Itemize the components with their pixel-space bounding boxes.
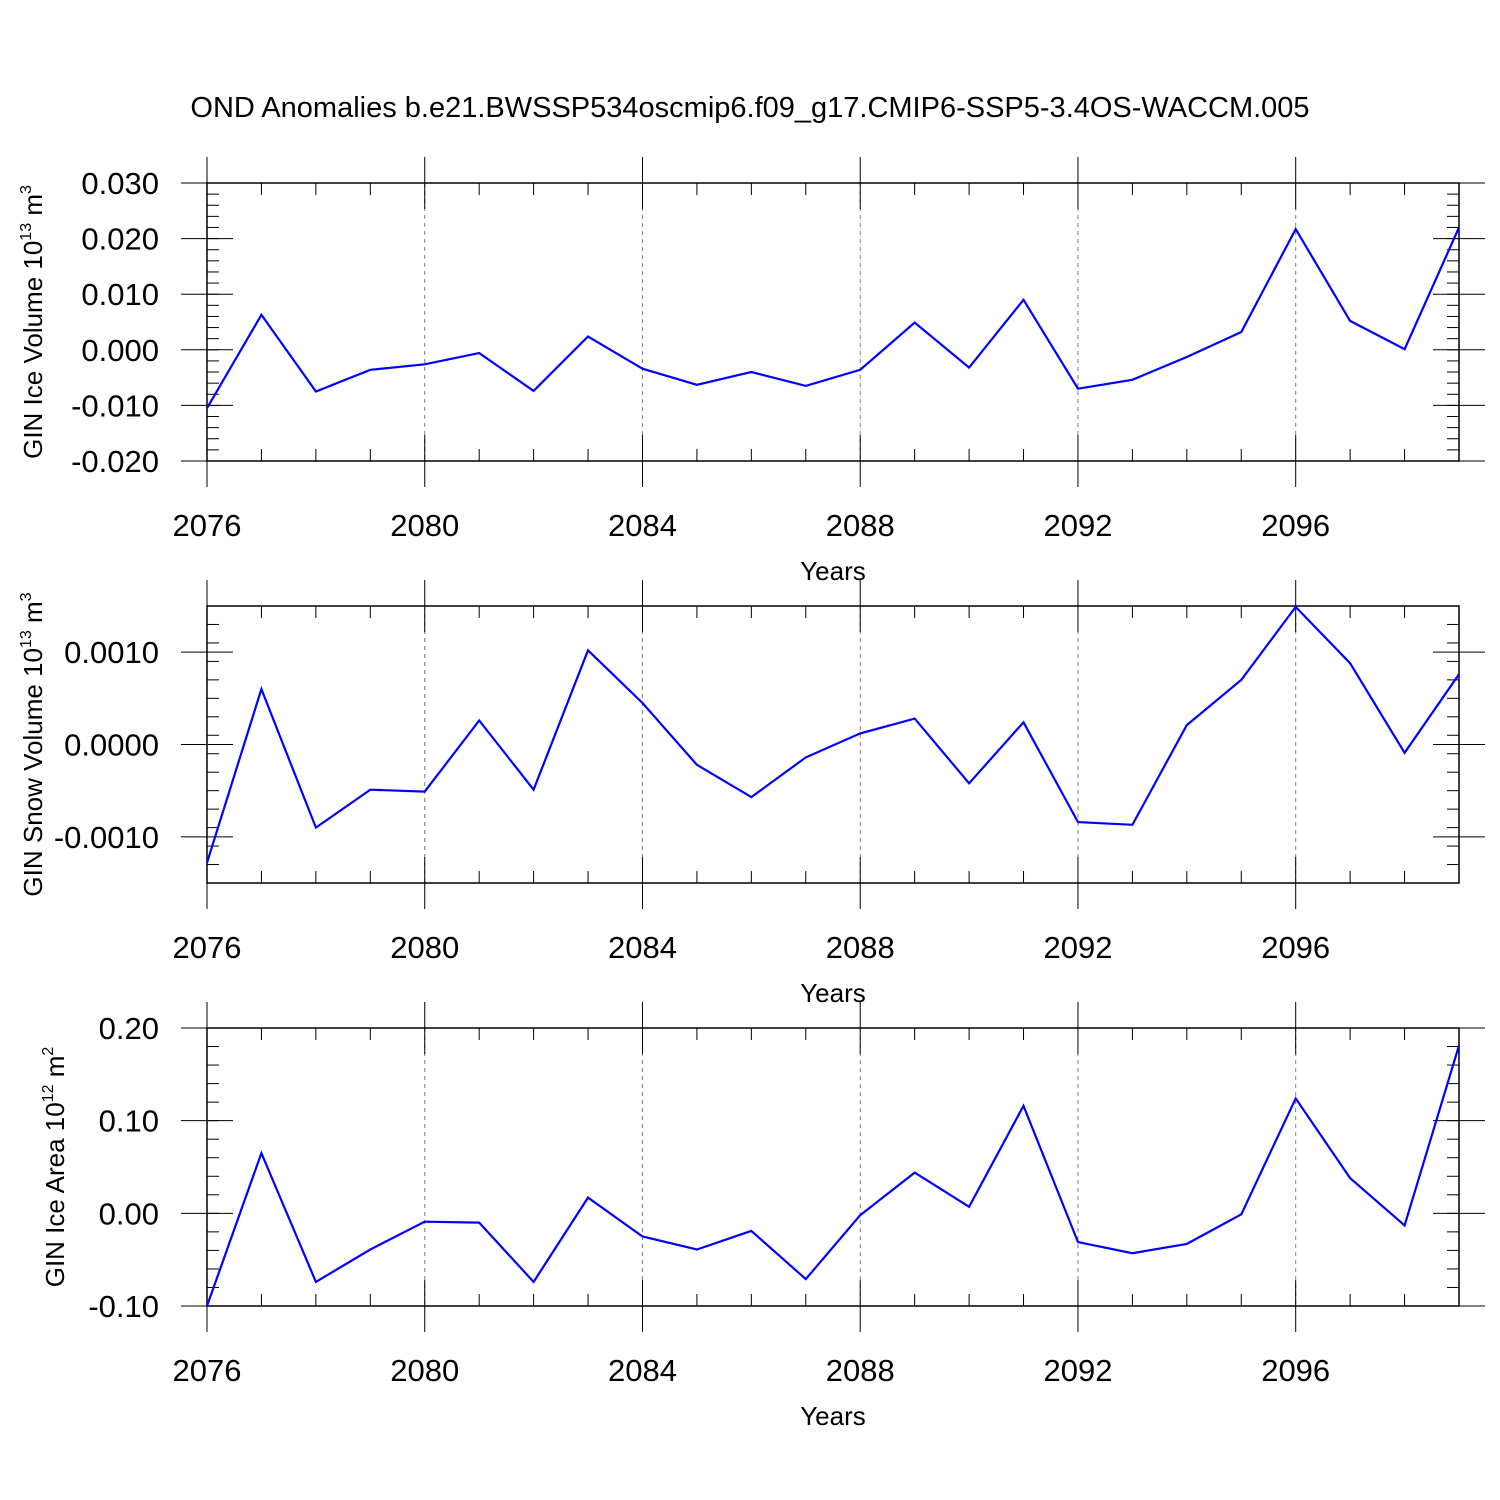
- y-axis-label-part: 12: [40, 1084, 57, 1102]
- series-line-snow-volume: [205, 605, 1460, 864]
- y-axis-label-part: m: [18, 194, 48, 223]
- y-tick-label: 0.000: [81, 333, 159, 368]
- x-axis-label: Years: [800, 978, 866, 1008]
- y-tick-label: 0.10: [99, 1104, 159, 1139]
- y-tick-label: 0.020: [81, 222, 159, 257]
- y-axis-label-part: m: [40, 1056, 70, 1085]
- y-tick-label: 0.030: [81, 166, 159, 201]
- y-tick-label: -0.10: [88, 1289, 159, 1324]
- x-tick-label: 2084: [608, 1353, 677, 1388]
- x-tick-label: 2088: [826, 930, 895, 965]
- y-axis-label: GIN Ice Area 1012 m2: [40, 1047, 70, 1288]
- y-axis-label-part: 13: [18, 630, 35, 648]
- x-tick-label: 2080: [390, 1353, 459, 1388]
- x-tick-label: 2080: [390, 930, 459, 965]
- y-axis-label-part: GIN Snow Volume 10: [18, 648, 48, 897]
- panel-ice-volume: 2076 2080 2084 2088 2092 2096 -0.020 -0.010 0.00…: [18, 157, 1485, 586]
- x-tick-label: 2080: [390, 508, 459, 543]
- panel-ice-area: 2076 2080 2084 2088 2092 2096 -0.10 0.00 0.10 0.2…: [40, 1002, 1485, 1431]
- x-tick-label: 2076: [173, 508, 242, 543]
- y-tick-label: 0.010: [81, 277, 159, 312]
- x-tick-label: 2092: [1043, 930, 1112, 965]
- series-line-ice-volume: [206, 226, 1461, 409]
- y-tick-label: -0.0010: [54, 820, 159, 855]
- y-axis-label-part: 2: [40, 1047, 57, 1056]
- x-tick-label: 2092: [1043, 508, 1112, 543]
- y-tick-label: -0.010: [71, 388, 159, 423]
- x-tick-label: 2096: [1261, 1353, 1330, 1388]
- y-axis-label: GIN Ice Volume 1013 m3: [18, 185, 48, 459]
- y-axis-label-part: m: [18, 601, 48, 630]
- x-tick-label: 2096: [1261, 508, 1330, 543]
- x-tick-label: 2088: [826, 508, 895, 543]
- panel-snow-volume: 2076 2080 2084 2088 2092 2096 -0.0010 0.0000 0.0…: [18, 580, 1485, 1008]
- series-line-ice-area: [205, 1045, 1461, 1307]
- x-tick-label: 2076: [173, 930, 242, 965]
- y-tick-label: 0.00: [99, 1196, 159, 1231]
- x-axis-label: Years: [800, 556, 866, 586]
- x-axis-label: Years: [800, 1401, 866, 1431]
- y-axis-label-part: 13: [18, 223, 35, 241]
- x-tick-label: 2076: [173, 1353, 242, 1388]
- y-tick-label: 0.0010: [64, 635, 159, 670]
- y-axis-label-part: GIN Ice Area 10: [40, 1102, 70, 1287]
- x-tick-label: 2092: [1043, 1353, 1112, 1388]
- y-tick-label: 0.20: [99, 1011, 159, 1046]
- y-axis-label-part: 3: [18, 185, 35, 194]
- y-axis-label-part: GIN Ice Volume 10: [18, 241, 48, 459]
- x-tick-label: 2084: [608, 930, 677, 965]
- plot-frame: [206, 1027, 1460, 1307]
- x-tick-label: 2088: [826, 1353, 895, 1388]
- x-tick-label: 2084: [608, 508, 677, 543]
- figure-title: OND Anomalies b.e21.BWSSP534oscmip6.f09_…: [190, 92, 1310, 124]
- y-axis-label: GIN Snow Volume 1013 m3: [18, 592, 48, 896]
- y-tick-label: 0.0000: [64, 728, 159, 763]
- x-tick-label: 2096: [1261, 930, 1330, 965]
- y-tick-label: -0.020: [71, 444, 159, 479]
- y-axis-label-part: 3: [18, 592, 35, 601]
- plot-frame: [206, 182, 1460, 462]
